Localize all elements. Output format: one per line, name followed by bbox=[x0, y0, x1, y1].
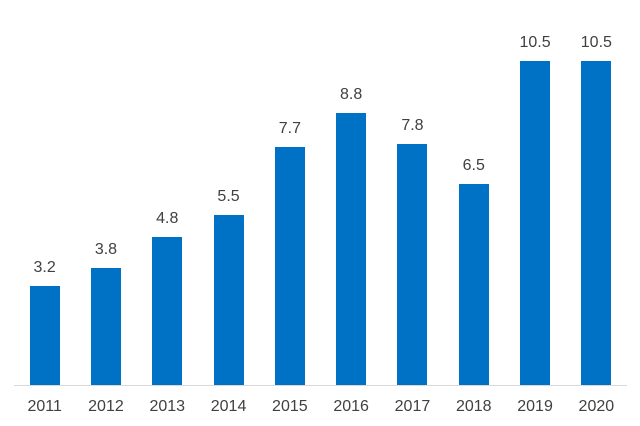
bar-2018 bbox=[458, 184, 489, 385]
value-label-2011: 3.2 bbox=[33, 259, 56, 277]
x-axis-label-2020: 2020 bbox=[578, 398, 615, 415]
value-label-2016: 8.8 bbox=[340, 86, 363, 104]
bar-2015 bbox=[274, 147, 305, 385]
value-label-2019: 10.5 bbox=[519, 33, 551, 51]
x-axis-label-2012: 2012 bbox=[88, 398, 124, 415]
x-axis-label-2016: 2016 bbox=[333, 398, 369, 415]
value-label-2012: 3.8 bbox=[94, 240, 118, 258]
value-label-2020: 10.5 bbox=[580, 33, 612, 51]
bar-2020 bbox=[581, 60, 612, 385]
value-label-2017: 7.8 bbox=[401, 116, 424, 134]
x-axis-label-2019: 2019 bbox=[517, 398, 553, 415]
value-label-2018: 6.5 bbox=[462, 157, 485, 175]
x-axis-label-2011: 2011 bbox=[27, 398, 62, 415]
x-axis-label-2015: 2015 bbox=[272, 398, 308, 415]
bar-2019 bbox=[520, 60, 551, 385]
value-label-2014: 5.5 bbox=[217, 188, 240, 206]
bar-2014 bbox=[213, 215, 244, 385]
value-label-2013: 4.8 bbox=[156, 209, 179, 227]
bar-2012 bbox=[90, 267, 121, 385]
x-axis-label-2014: 2014 bbox=[210, 398, 247, 415]
bar-2013 bbox=[152, 236, 183, 385]
x-axis-label-2018: 2018 bbox=[455, 398, 492, 415]
x-axis-label-2017: 2017 bbox=[394, 398, 431, 415]
value-label-2015: 7.7 bbox=[278, 120, 301, 138]
bar-2017 bbox=[397, 143, 428, 385]
x-axis-label-2013: 2013 bbox=[149, 398, 186, 415]
bar-2011 bbox=[29, 286, 60, 385]
x-axis-line bbox=[14, 385, 627, 386]
bar-2016 bbox=[336, 113, 367, 385]
